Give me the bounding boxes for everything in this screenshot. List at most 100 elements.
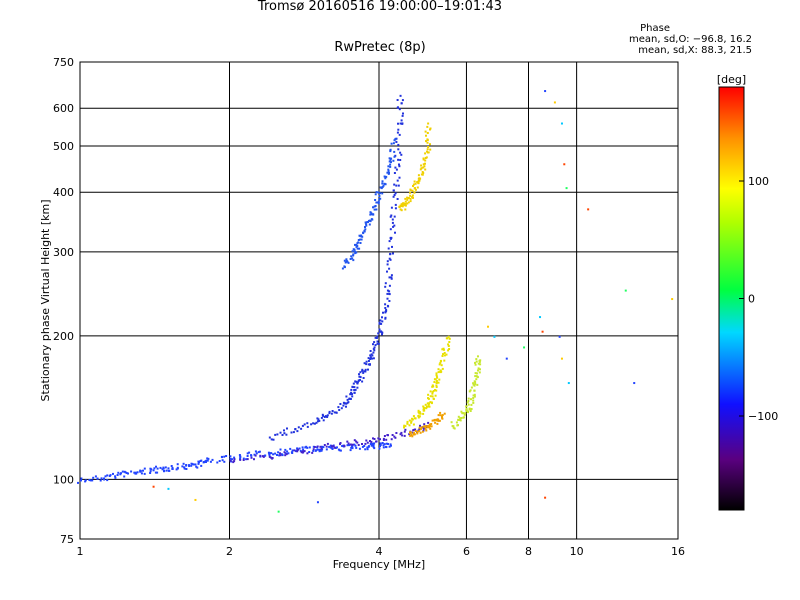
data-point — [438, 363, 441, 366]
data-point — [476, 369, 479, 372]
data-point — [143, 467, 146, 470]
data-point — [270, 452, 273, 455]
data-point — [539, 316, 542, 319]
x-tick-label: 1 — [77, 545, 84, 558]
data-point — [190, 462, 193, 465]
data-point — [280, 453, 283, 456]
data-point — [365, 363, 368, 366]
data-point — [390, 444, 392, 447]
data-point — [443, 359, 446, 362]
data-point — [361, 443, 363, 445]
data-point — [424, 427, 427, 430]
data-point — [427, 403, 430, 406]
data-point — [419, 168, 422, 171]
data-point — [408, 433, 411, 436]
data-point — [270, 438, 273, 441]
data-point — [443, 354, 446, 357]
data-point — [468, 408, 471, 411]
data-point — [347, 261, 350, 264]
data-point — [246, 455, 249, 457]
data-point — [476, 376, 479, 379]
data-point — [410, 431, 413, 434]
data-point — [460, 417, 463, 419]
data-point — [472, 397, 475, 399]
data-point — [475, 375, 478, 378]
data-point — [374, 199, 377, 201]
data-point — [358, 373, 360, 376]
data-point — [379, 442, 382, 445]
data-point — [333, 411, 336, 414]
x-axis-label: Frequency [MHz] — [333, 558, 425, 571]
data-point — [245, 458, 248, 461]
data-point — [428, 426, 431, 429]
data-point — [136, 471, 139, 474]
data-point — [422, 405, 425, 408]
data-point — [388, 284, 391, 287]
data-point — [457, 424, 459, 427]
data-point — [417, 409, 420, 412]
data-point — [448, 348, 451, 350]
data-point — [250, 456, 253, 459]
data-point — [435, 386, 438, 388]
data-point — [412, 423, 415, 426]
data-point — [355, 251, 358, 254]
data-point — [372, 444, 375, 447]
data-point — [366, 446, 369, 449]
data-point — [364, 442, 367, 445]
data-point — [345, 405, 347, 408]
data-point — [357, 239, 360, 241]
data-point — [371, 354, 374, 357]
data-point — [271, 457, 274, 459]
data-point — [116, 474, 119, 476]
data-point — [473, 389, 476, 392]
data-point — [477, 362, 480, 365]
data-point — [365, 223, 368, 226]
data-point — [296, 450, 299, 453]
data-point — [398, 163, 400, 166]
data-point — [346, 260, 348, 263]
data-point — [418, 411, 421, 414]
data-point — [403, 203, 406, 206]
data-point — [409, 194, 412, 197]
data-point — [363, 230, 366, 233]
data-point — [175, 468, 178, 471]
data-point — [330, 445, 333, 448]
data-point — [297, 448, 300, 451]
data-point — [429, 143, 431, 146]
data-point — [416, 432, 419, 435]
data-point — [399, 151, 402, 154]
data-point — [350, 388, 353, 391]
data-point — [386, 289, 389, 292]
data-point — [364, 226, 366, 228]
data-point — [397, 122, 399, 125]
data-point — [183, 467, 186, 470]
data-point — [475, 360, 478, 363]
data-point — [325, 445, 328, 448]
data-point — [432, 385, 435, 388]
data-point — [383, 435, 386, 437]
data-point — [465, 409, 468, 412]
data-point — [379, 444, 382, 446]
data-point — [424, 425, 427, 428]
data-point — [290, 451, 293, 454]
data-point — [353, 386, 356, 389]
data-point — [104, 475, 107, 478]
data-point — [493, 335, 496, 338]
data-point — [233, 460, 236, 463]
data-point — [398, 133, 401, 136]
data-point — [392, 195, 395, 198]
data-point — [353, 248, 356, 251]
data-point — [370, 440, 373, 443]
data-point — [375, 191, 378, 194]
data-point — [316, 501, 319, 504]
data-point — [426, 132, 429, 134]
data-point — [437, 368, 440, 371]
data-point — [406, 198, 409, 201]
data-point — [277, 451, 280, 454]
data-point — [302, 450, 305, 453]
data-point — [404, 208, 407, 211]
data-point — [274, 433, 277, 436]
data-point — [99, 479, 102, 482]
data-point — [106, 474, 109, 477]
data-point — [414, 428, 417, 431]
